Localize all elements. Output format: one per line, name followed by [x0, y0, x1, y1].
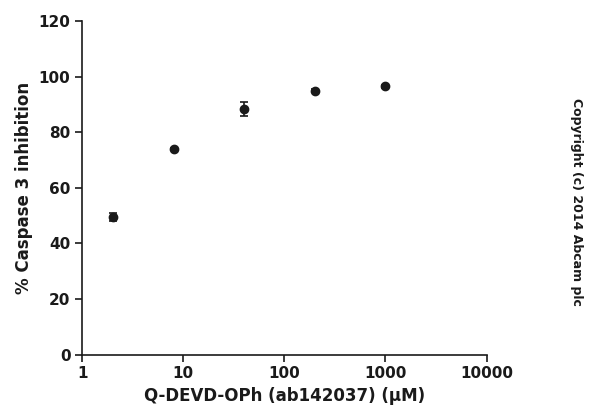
Text: Copyright (c) 2014 Abcam plc: Copyright (c) 2014 Abcam plc: [569, 98, 583, 305]
Y-axis label: % Caspase 3 inhibition: % Caspase 3 inhibition: [15, 82, 33, 294]
X-axis label: Q-DEVD-OPh (ab142037) (μM): Q-DEVD-OPh (ab142037) (μM): [144, 387, 425, 405]
